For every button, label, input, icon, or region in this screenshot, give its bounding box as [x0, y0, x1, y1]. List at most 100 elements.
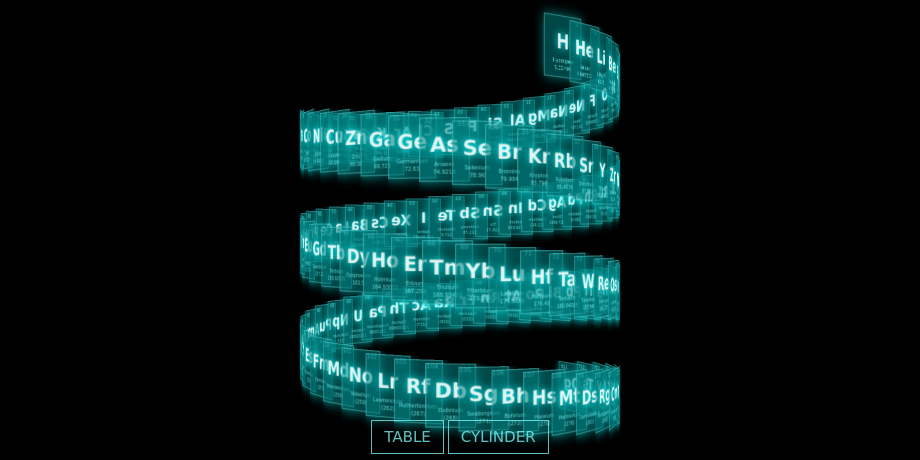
table-layout-button[interactable]: TABLE	[371, 420, 444, 454]
element-name: Molybdenum	[616, 198, 620, 205]
atomic-number: 55	[367, 205, 372, 211]
element-symbol: In	[507, 199, 524, 218]
element-tile[interactable]: 52TeTellurium127.6	[428, 196, 465, 242]
element-tile[interactable]: 100FmFermium(257)	[309, 335, 333, 401]
element-name: Dysprosium	[346, 272, 371, 280]
element-tile[interactable]: 31GaGallium69.723	[360, 111, 405, 177]
element-tile[interactable]: 67HoHolmium164.93032	[363, 233, 408, 298]
element-symbol: Y	[593, 158, 613, 183]
element-tile[interactable]: 39YYttrium88.90585	[592, 143, 613, 205]
atomic-weight: 158.92535	[327, 275, 346, 283]
element-tile[interactable]: 6CCarbon12.0107	[616, 53, 620, 115]
element-tile[interactable]: 78 PtPlatinum195.084	[615, 263, 620, 321]
element-tile[interactable]: 91PaProtactinium231.0588	[361, 291, 394, 341]
atomic-weight: 74.9216	[432, 169, 456, 177]
element-tile[interactable]: 102NoNobelium(259)	[341, 347, 381, 415]
atomic-weight: 83.798	[530, 180, 548, 188]
atomic-number: 94	[317, 307, 321, 314]
element-tile[interactable]: 10NeNeon20.1797	[564, 83, 591, 137]
atomic-weight: 15.9994	[601, 113, 609, 121]
element-tile[interactable]: 30ZnZinc65.38	[337, 109, 375, 175]
element-tile[interactable]: 32GeGermanium72.63	[388, 113, 437, 179]
element-name: Berkelium	[300, 354, 302, 366]
cylinder-layout-button[interactable]: CYLINDER	[447, 420, 549, 454]
element-name: Francium	[458, 311, 477, 317]
element-tile[interactable]: 113NhNihonium(286)	[617, 364, 620, 429]
element-tile[interactable]: 3LiLithium6.941	[590, 27, 612, 95]
element-tile[interactable]: 76OsOsmium190.23	[608, 259, 620, 320]
element-name: Samarium	[300, 256, 305, 263]
element-tile[interactable]: 69TmThulium168.93421	[422, 240, 473, 305]
element-tile[interactable]: 1HHydrogen1.00794	[543, 12, 582, 81]
element-tile[interactable]: 66DyDysprosium162.5	[339, 230, 378, 294]
element-name: Promethium	[300, 252, 303, 259]
element-tile[interactable]: 97BkBerkelium(247)	[300, 317, 303, 378]
element-tile[interactable]: 26 FeIron55.845	[300, 108, 305, 169]
atomic-weight: (226)	[439, 319, 450, 325]
element-name: Protactinium	[366, 323, 389, 330]
atomic-weight: 180.94788	[550, 302, 585, 311]
element-tile[interactable]: 42Mo Molybdenum95.96	[615, 159, 620, 216]
element-tile[interactable]: 71LuLutetium174.9668	[488, 246, 537, 312]
atomic-number: 53	[409, 201, 415, 207]
element-tile[interactable]: 98CfCalifornium(251)	[299, 323, 306, 386]
element-symbol: U	[353, 306, 364, 326]
element-symbol: Fl	[615, 376, 620, 404]
element-tile[interactable]: 75ReRhenium186.207	[593, 257, 614, 319]
element-symbol: Li	[596, 44, 606, 71]
element-tile[interactable]: 62 Sm Samarium150.36	[300, 217, 305, 276]
atomic-number: 9	[584, 84, 586, 90]
element-tile[interactable]: 103LrLawrencium(262)	[365, 353, 411, 420]
element-symbol: Ds	[577, 383, 603, 412]
element-symbol: Rg	[596, 381, 614, 410]
element-tile[interactable]: 37RbRubidium85.4678	[546, 133, 584, 198]
element-tile[interactable]: 65TbTerbium158.92535	[321, 226, 352, 289]
element-tile[interactable]: 38SrStrontium87.62	[571, 138, 601, 202]
element-tile[interactable]: 64GdGadolinium157.25	[308, 223, 331, 285]
element-tile[interactable]: 35BrBromine79.904	[485, 123, 534, 190]
element-tile[interactable]: 74WTungsten183.84	[573, 255, 603, 318]
atomic-weight: 174.9668	[489, 298, 535, 306]
atomic-number: 24	[302, 114, 304, 121]
element-tile[interactable]: 77IrIridium192.217	[616, 261, 620, 321]
element-tile[interactable]: 105DbDubnium(268)	[425, 363, 477, 429]
element-symbol: Br	[496, 139, 522, 165]
atomic-number: 14	[481, 107, 487, 113]
element-symbol: Xe	[391, 211, 412, 230]
element-tile[interactable]: 2HeHelium4.002602	[569, 19, 600, 88]
element-tile[interactable]: 33AsArsenic74.9216	[418, 117, 470, 182]
element-symbol: C	[616, 67, 619, 94]
element-tile[interactable]: 4BeBeryllium9.012182	[605, 36, 619, 102]
element-tile[interactable]: 68ErErbium167.259	[390, 236, 440, 302]
atomic-weight: 54.938045	[300, 154, 304, 163]
atomic-weight: 231.0588	[369, 329, 387, 336]
element-tile[interactable]: 27CoCobalt58.933195	[301, 108, 314, 170]
atomic-weight: 195.084	[615, 306, 620, 315]
element-tile[interactable]: 41Nb Niobium92.90628	[616, 154, 620, 213]
element-tile[interactable]: 92UUranium238.02891	[343, 294, 373, 346]
element-tile[interactable]: 101MdMendelevium(258)	[322, 341, 354, 408]
element-symbol: Tm	[429, 255, 466, 281]
element-tile[interactable]: 29CuCopper63.546	[320, 108, 350, 173]
element-tile[interactable]: 5BBoron10.811	[615, 44, 620, 108]
element-tile[interactable]: 72HfHafnium178.49	[520, 249, 564, 315]
element-symbol: Mt	[552, 383, 586, 412]
element-tile[interactable]: 70YbYtterbium173.054	[455, 243, 506, 309]
element-tile[interactable]: 34SeSelenium78.96	[451, 120, 503, 186]
element-tile[interactable]: 28NiNickel58.6934	[307, 108, 329, 172]
element-tile[interactable]: 114FlFlerovium(289)	[614, 363, 620, 426]
element-tile[interactable]: 96CmCurium(247)	[300, 312, 311, 371]
element-tile[interactable]: 36KrKrypton83.798	[517, 128, 561, 194]
atomic-number: 51	[455, 196, 461, 201]
element-tile[interactable]: 25 MnManganese54.938045	[300, 109, 304, 168]
element-tile[interactable]: 73TaTantalum180.94788	[549, 252, 586, 317]
element-name: Iodine	[417, 230, 430, 235]
element-symbol: Ga	[368, 127, 396, 153]
element-tile[interactable]: 40ZrZirconium91.224	[606, 148, 619, 209]
element-tile[interactable]: 104RfRutherfordium(267)	[393, 358, 443, 425]
element-tile[interactable]: 61 Pm Promethium(145)	[300, 215, 304, 271]
